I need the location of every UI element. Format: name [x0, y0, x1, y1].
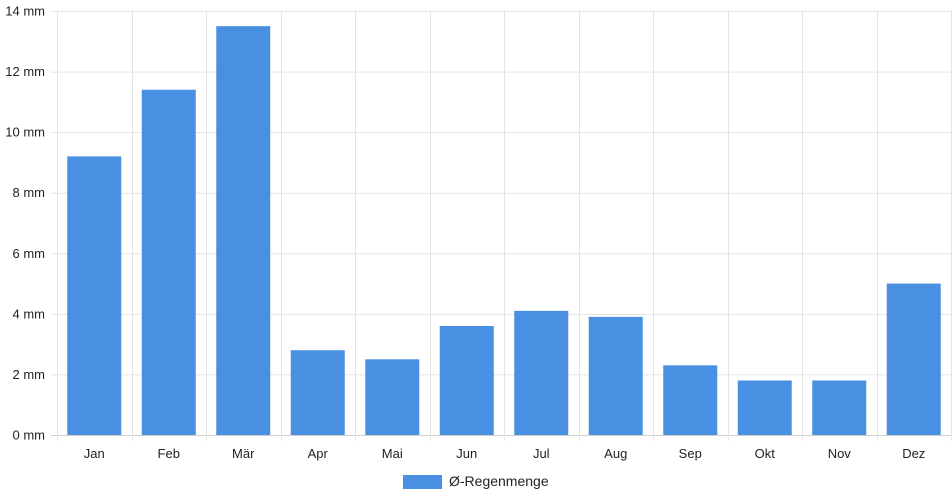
bar-okt[interactable] — [737, 380, 792, 435]
bars — [67, 26, 941, 436]
x-tick-label: Feb — [158, 446, 180, 461]
bar-dez[interactable] — [886, 283, 941, 435]
x-tick-label: Mär — [232, 446, 255, 461]
y-tick-label: 14 mm — [5, 4, 45, 19]
y-tick-label: 10 mm — [5, 125, 45, 140]
bar-jun[interactable] — [439, 325, 494, 435]
x-tick-label: Jun — [456, 446, 477, 461]
legend[interactable]: Ø-Regenmenge — [403, 473, 549, 489]
bar-mai[interactable] — [365, 359, 420, 435]
legend-label[interactable]: Ø-Regenmenge — [449, 473, 549, 489]
x-tick-label: Jan — [84, 446, 105, 461]
x-tick-label: Dez — [902, 446, 925, 461]
y-tick-label: 8 mm — [13, 185, 46, 200]
y-tick-label: 2 mm — [13, 367, 46, 382]
x-tick-label: Jul — [533, 446, 550, 461]
bar-apr[interactable] — [290, 350, 345, 435]
grid-lines — [51, 11, 952, 441]
y-axis: 0 mm 2 mm 4 mm 6 mm 8 mm 10 mm 12 mm 14 mm — [5, 4, 45, 443]
bar-sep[interactable] — [663, 365, 718, 435]
x-tick-label: Nov — [828, 446, 852, 461]
y-tick-label: 6 mm — [13, 246, 46, 261]
y-tick-label: 4 mm — [13, 306, 46, 321]
bar-feb[interactable] — [141, 89, 196, 435]
x-tick-label: Mai — [382, 446, 403, 461]
x-axis: Jan Feb Mär Apr Mai Jun Jul Aug Sep Okt Nov Dez — [84, 446, 926, 461]
x-tick-label: Okt — [755, 446, 776, 461]
y-tick-label: 12 mm — [5, 64, 45, 79]
bar-jul[interactable] — [514, 310, 569, 435]
y-tick-label: 0 mm — [13, 428, 46, 443]
bar-aug[interactable] — [588, 316, 643, 435]
x-tick-label: Sep — [679, 446, 702, 461]
x-tick-label: Aug — [604, 446, 627, 461]
bar-nov[interactable] — [812, 380, 867, 435]
legend-swatch[interactable] — [403, 475, 442, 489]
x-tick-label: Apr — [308, 446, 329, 461]
bar-mär[interactable] — [216, 26, 271, 436]
bar-jan[interactable] — [67, 156, 122, 435]
